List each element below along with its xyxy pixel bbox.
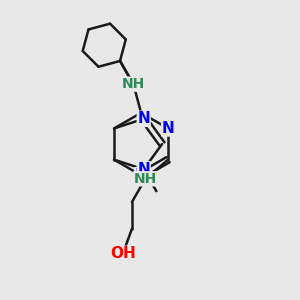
Text: N: N — [137, 111, 150, 126]
Text: NH: NH — [134, 172, 157, 186]
Text: NH: NH — [122, 77, 145, 91]
Text: N: N — [135, 168, 148, 183]
Text: N: N — [137, 162, 150, 177]
Text: OH: OH — [110, 246, 136, 261]
Text: N: N — [162, 121, 175, 136]
